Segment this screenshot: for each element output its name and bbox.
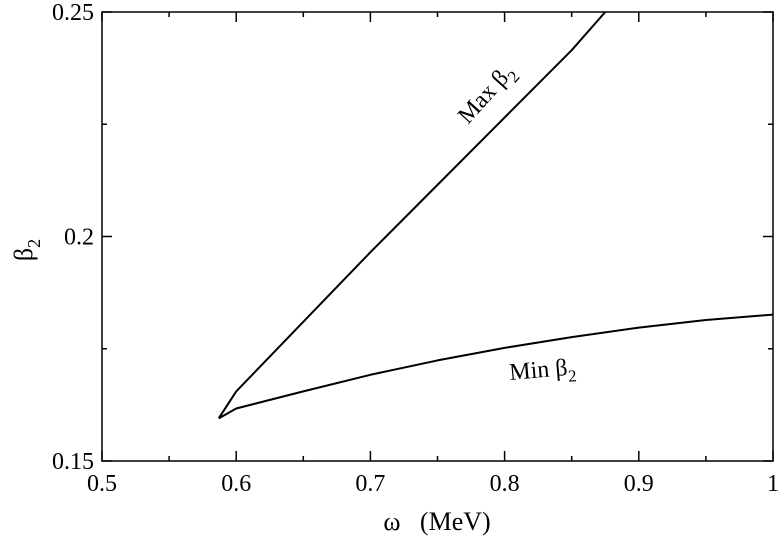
y-tick-label: 0.25: [52, 0, 94, 26]
series-label-min-main: Min β: [508, 355, 568, 386]
x-tick-label: 0.6: [221, 471, 251, 497]
y-axis-title-sub: 2: [24, 239, 44, 248]
x-tick-label: 0.8: [490, 471, 520, 497]
series-label-min-beta2: Min β2: [508, 354, 577, 391]
plot-frame: [101, 11, 774, 462]
series-label-max-beta2: Max β2: [453, 59, 523, 132]
series-line-max-beta2: [217, 11, 607, 419]
x-tick-label: 0.7: [355, 471, 385, 497]
x-tick-label: 1: [767, 471, 779, 497]
x-tick-label: 0.5: [87, 471, 117, 497]
series-line-min-beta2: [218, 313, 774, 420]
series-lines: [217, 11, 774, 420]
y-tick-label: 0.15: [52, 449, 94, 475]
x-axis-title: ω (MeV): [383, 507, 490, 536]
tick-labels: 0.5 0.6 0.7 0.8 0.9 1 0.15 0.2 0.25: [52, 0, 779, 497]
y-axis-title-main: β: [9, 248, 38, 261]
x-tick-label: 0.9: [624, 471, 654, 497]
y-axis-title: β2: [9, 239, 44, 261]
series-label-min-sub: 2: [567, 366, 577, 386]
axis-ticks: [101, 11, 774, 462]
y-tick-label: 0.2: [64, 225, 94, 251]
